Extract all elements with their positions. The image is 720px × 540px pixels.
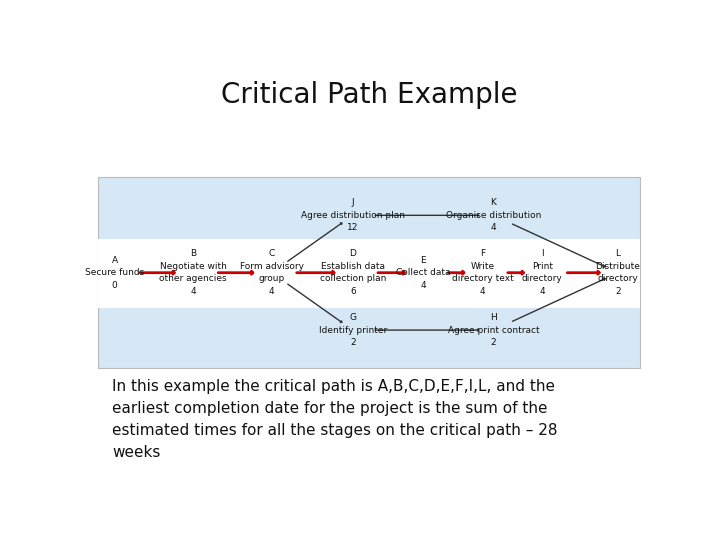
Text: Secure funds: Secure funds — [85, 268, 144, 277]
Text: 4: 4 — [190, 287, 196, 296]
Text: 2: 2 — [615, 287, 621, 296]
Bar — [99, 177, 639, 368]
Text: Collect data: Collect data — [396, 268, 451, 277]
Text: Agree print contract: Agree print contract — [448, 326, 539, 335]
Text: 4: 4 — [480, 287, 485, 296]
Text: 4: 4 — [420, 281, 426, 289]
Text: I: I — [541, 249, 544, 259]
Text: 4: 4 — [539, 287, 545, 296]
Text: Organise distribution: Organise distribution — [446, 211, 541, 220]
Text: directory: directory — [598, 274, 639, 284]
Text: Agree distribution plan: Agree distribution plan — [301, 211, 405, 220]
Text: H: H — [490, 313, 497, 322]
Text: L: L — [616, 249, 621, 259]
Text: directory: directory — [522, 274, 562, 284]
Text: C: C — [269, 249, 275, 259]
Text: Distribute: Distribute — [595, 262, 640, 271]
Text: group: group — [258, 274, 284, 284]
Text: Write: Write — [471, 262, 495, 271]
Text: Identify printer: Identify printer — [319, 326, 387, 335]
Text: Establish data: Establish data — [321, 262, 384, 271]
Text: Form advisory: Form advisory — [240, 262, 304, 271]
Text: 12: 12 — [347, 224, 359, 232]
Text: Negotiate with: Negotiate with — [160, 262, 227, 271]
Text: G: G — [349, 313, 356, 322]
Text: directory text: directory text — [451, 274, 513, 284]
Text: A: A — [112, 256, 117, 265]
Text: In this example the critical path is A,B,C,D,E,F,I,L, and the
earliest completio: In this example the critical path is A,B… — [112, 379, 558, 460]
Text: 0: 0 — [112, 281, 117, 289]
Text: 4: 4 — [490, 224, 496, 232]
Text: B: B — [190, 249, 196, 259]
Text: 4: 4 — [269, 287, 274, 296]
Text: 6: 6 — [350, 287, 356, 296]
Text: E: E — [420, 256, 426, 265]
Bar — [99, 239, 639, 308]
Text: other agencies: other agencies — [159, 274, 227, 284]
Text: Critical Path Example: Critical Path Example — [221, 82, 517, 110]
Text: D: D — [349, 249, 356, 259]
Text: F: F — [480, 249, 485, 259]
Text: K: K — [490, 198, 496, 207]
Text: Print: Print — [531, 262, 553, 271]
Text: 2: 2 — [350, 338, 356, 347]
Text: 2: 2 — [490, 338, 496, 347]
Text: J: J — [351, 198, 354, 207]
Text: collection plan: collection plan — [320, 274, 386, 284]
